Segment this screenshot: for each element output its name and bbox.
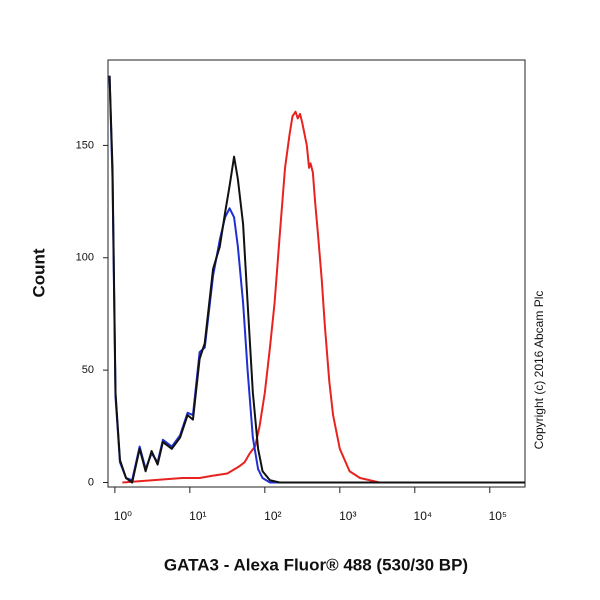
x-tick-label: 10²: [264, 509, 281, 523]
histogram-line: [108, 75, 525, 484]
y-tick-label: 0: [88, 476, 94, 488]
x-tick-label: 10⁴: [414, 509, 433, 523]
y-axis-title: Count: [29, 248, 48, 297]
y-tick-label: 150: [76, 139, 94, 151]
histogram-line: [108, 75, 525, 484]
x-axis-title: GATA3 - Alexa Fluor® 488 (530/30 BP): [164, 555, 468, 574]
histogram-line: [122, 110, 525, 484]
x-tick-label: 10⁵: [489, 509, 507, 523]
x-tick-label: 10³: [339, 509, 356, 523]
plot-frame: [107, 59, 526, 488]
y-tick-label: 100: [76, 252, 94, 264]
x-tick-label: 10⁰: [114, 509, 132, 523]
y-tick-label: 50: [82, 364, 94, 376]
x-tick-label: 10¹: [189, 509, 206, 523]
copyright: Copyright (c) 2016 Abcam Plc: [532, 291, 546, 450]
